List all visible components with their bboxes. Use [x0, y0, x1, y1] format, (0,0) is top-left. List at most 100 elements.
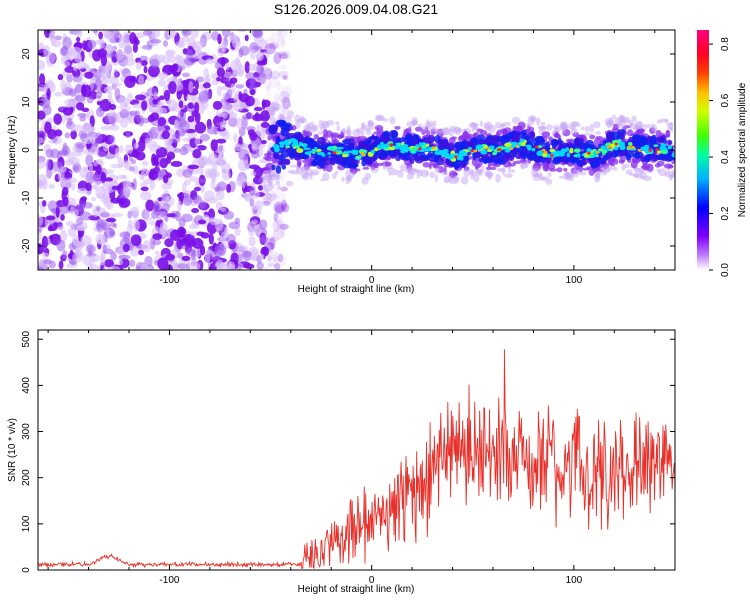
- spectrogram-cell: [260, 121, 270, 128]
- spectrogram-cell: [490, 166, 497, 170]
- spectrogram-cell: [469, 170, 478, 176]
- spectrogram-cell: [270, 193, 280, 200]
- spectrogram-peak: [655, 148, 659, 152]
- spectrogram-cell: [74, 208, 79, 218]
- spectrogram-cell: [250, 150, 260, 159]
- spectrogram-cell: [281, 199, 287, 212]
- spectrogram-cell: [370, 149, 376, 154]
- spectrogram-cell: [251, 45, 263, 51]
- spectrogram-cell: [114, 87, 121, 100]
- spectrogram-cell: [161, 202, 170, 212]
- snr-ytick-label: 0: [21, 567, 32, 573]
- spectrogram-cell: [248, 143, 253, 150]
- spectrogram-cell: [445, 158, 451, 166]
- spectrogram-cell: [118, 37, 125, 49]
- spectrogram-cell: [532, 167, 540, 172]
- spectrogram-cell: [631, 115, 637, 123]
- spectrogram-cell: [109, 135, 115, 143]
- spectrogram-cell: [251, 142, 258, 152]
- spectrogram-cell: [614, 145, 619, 151]
- spectrogram-cell: [79, 115, 86, 122]
- spectrogram-cell: [281, 203, 290, 213]
- spectrogram-cell: [459, 136, 468, 140]
- spectrogram-cell: [275, 180, 281, 186]
- spectrogram-cell: [667, 164, 674, 169]
- spectrogram-cell: [191, 208, 200, 214]
- spectrogram-cell: [163, 40, 169, 47]
- spectrogram-cell: [216, 112, 226, 118]
- spectrogram-cell: [306, 139, 314, 149]
- spectrogram-cell: [176, 168, 185, 178]
- spectrogram-cell: [60, 114, 66, 124]
- spectrogram-cell: [130, 234, 142, 247]
- spectrogram-cell: [269, 236, 276, 250]
- spectrogram-cell: [113, 82, 123, 87]
- spectrogram-cell: [96, 205, 101, 212]
- spectrogram-xlabel: Height of straight line (km): [298, 284, 415, 295]
- spectrogram-cell: [273, 251, 281, 261]
- spectrogram-cell: [72, 75, 83, 83]
- spectrogram-cell: [104, 169, 114, 175]
- spectrogram-cell: [110, 197, 122, 204]
- spectrogram-cell: [150, 112, 160, 121]
- spectrogram-cell: [128, 224, 134, 230]
- spectrogram-cell: [75, 250, 80, 259]
- spectrogram-cell: [492, 151, 498, 156]
- spectrogram-cell: [644, 155, 651, 163]
- spectrogram-cell: [163, 89, 171, 102]
- spectrogram-cell: [421, 144, 428, 149]
- spectrogram-cell: [671, 169, 675, 175]
- spectrogram-cell: [207, 152, 219, 166]
- spectrogram-cell: [253, 166, 264, 178]
- spectrogram-cell: [142, 240, 151, 253]
- spectrogram-cell: [221, 30, 231, 38]
- spectrogram-cell: [218, 145, 223, 152]
- spectrogram-cell: [512, 161, 518, 165]
- spectrogram-cell: [279, 221, 286, 235]
- spectrogram-cell: [326, 119, 335, 126]
- spectrogram-cell: [67, 227, 77, 238]
- spectrogram-cell: [237, 254, 243, 264]
- spectrogram-cell: [80, 234, 92, 246]
- spectrogram-cell: [589, 123, 595, 133]
- spectrogram-cell: [42, 200, 47, 207]
- spectrogram-peak: [595, 151, 600, 154]
- spectrogram-cell: [132, 211, 138, 219]
- spectrogram-cell: [103, 31, 114, 39]
- spectrogram-cell: [336, 125, 341, 131]
- spectrogram-cell: [295, 118, 305, 125]
- spectrogram-cell: [166, 213, 177, 218]
- spectrogram-cell: [478, 169, 483, 177]
- spectrogram-peak: [470, 149, 474, 153]
- spectrogram-cell: [201, 77, 211, 83]
- spectrogram-cell: [47, 117, 54, 123]
- spectrogram-cell: [226, 183, 232, 193]
- spectrogram-cell: [353, 162, 359, 168]
- spectrogram-cell: [202, 82, 211, 89]
- spectrogram-cell: [296, 166, 303, 175]
- snr-data: [38, 349, 675, 570]
- spectrogram-cell: [601, 149, 608, 154]
- snr-xtick-label: -100: [159, 575, 179, 586]
- spectrogram-cell: [536, 150, 543, 157]
- spectrogram-cell: [311, 169, 320, 175]
- spectrogram-cell: [269, 196, 274, 205]
- spectrogram-cell: [174, 119, 179, 130]
- spectrogram-cell: [87, 39, 97, 50]
- snr-ytick-label: 200: [21, 469, 32, 486]
- spectrogram-cell: [578, 171, 587, 176]
- spectrogram-cell: [376, 127, 380, 134]
- spectrogram-cell: [568, 149, 574, 154]
- spectrogram-cell: [161, 130, 170, 140]
- spectrogram-cell: [221, 170, 231, 181]
- spectrogram-cell: [322, 157, 333, 166]
- spectrogram-cell: [257, 185, 264, 191]
- spectrogram-cell: [388, 146, 394, 150]
- spectrogram-cell: [280, 122, 290, 131]
- spectrogram-cell: [264, 43, 276, 55]
- spectrogram-cell: [74, 83, 83, 93]
- spectrogram-cell: [248, 228, 255, 237]
- spectrogram-cell: [277, 30, 289, 39]
- spectrogram-cell: [54, 129, 63, 137]
- spectrogram-cell: [263, 183, 273, 192]
